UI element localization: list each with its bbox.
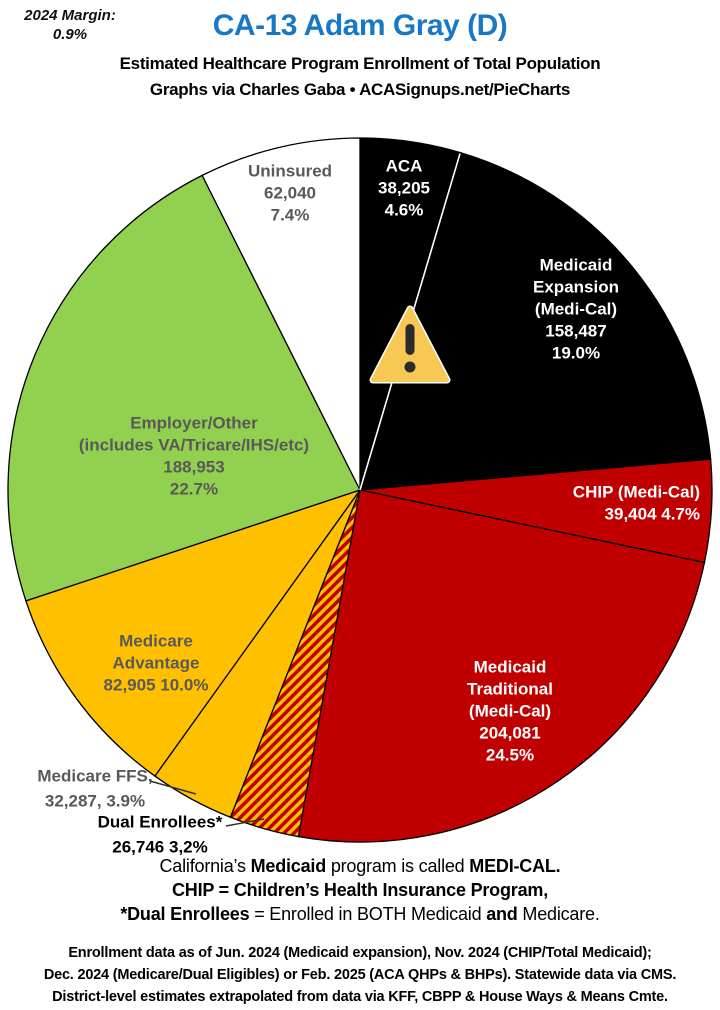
pie-chart-svg: ACA 38,205 4.6% Medicaid Expansion (Medi-Cal)… [7, 137, 713, 857]
slice-label-medicaid-expansion: Expansion [533, 278, 619, 297]
footer-line: District-level estimates extrapolated fr… [52, 989, 668, 1005]
slice-label-aca: ACA [386, 157, 423, 176]
warning-exclamation-dot [404, 361, 416, 373]
footer-text: Enrollment data as of Jun. 2024 (Medicai… [0, 942, 720, 1008]
pie-slice-medicaid-expansion [359, 151, 712, 491]
slice-label-medicaid-traditional: Medicaid [474, 658, 547, 677]
warning-exclamation-bar [405, 324, 415, 355]
slice-label-medicaid-traditional: (Medi-Cal) [469, 702, 551, 721]
pie-slice-medicaid-traditional [297, 489, 706, 843]
slice-label-chip: 39,404 4.7% [605, 505, 700, 524]
slice-label-employer-other: (includes VA/Tricare/IHS/etc) [79, 436, 309, 455]
slice-label-medicaid-traditional: Traditional [467, 680, 553, 699]
pie-slice-employer-other [7, 174, 361, 602]
enrollment-pie-chart: ACA 38,205 4.6% Medicaid Expansion (Medi-Cal)… [0, 110, 720, 870]
slice-label-dual-enrollees: 26,746 3,2% [112, 838, 207, 857]
slice-labels: ACA 38,205 4.6% Medicaid Expansion (Medi-Cal)… [37, 157, 700, 857]
slice-label-medicaid-expansion: 158,487 [545, 322, 606, 341]
leader-line-dual-enrollees [225, 818, 265, 827]
slice-label-medicare-advantage: Medicare [119, 632, 193, 651]
chart-subtitle: Estimated Healthcare Program Enrollment … [119, 54, 601, 73]
pie-slice-medicare-advantage [25, 488, 362, 777]
slice-label-medicare-advantage: Advantage [113, 654, 200, 673]
credit-line: Graphs via Charles Gaba • ACASignups.net… [149, 80, 571, 99]
slice-label-aca: 38,205 [378, 179, 430, 198]
slice-label-medicare-ffs: Medicare FFS, [37, 767, 152, 786]
slice-label-employer-other: 22.7% [170, 480, 218, 499]
margin-value: 0.9% [52, 26, 88, 43]
slice-label-medicare-advantage: 82,905 10.0% [104, 676, 209, 695]
page-title: CA-13 Adam Gray (D) [212, 9, 508, 42]
pie-slices [7, 137, 713, 843]
slice-label-employer-other: Employer/Other [130, 414, 258, 433]
slice-label-employer-other: 188,953 [163, 458, 224, 477]
slice-label-uninsured: 62,040 [264, 184, 316, 203]
leader-line-medicare-ffs [149, 780, 197, 795]
margin-label: 2024 Margin: [24, 7, 116, 24]
slice-label-medicaid-expansion: 19.0% [552, 344, 600, 363]
slice-label-dual-enrollees: Dual Enrollees* [98, 813, 223, 832]
slice-label-medicaid-expansion: Medicaid [540, 256, 613, 275]
slice-label-chip: CHIP (Medi-Cal) [573, 483, 700, 502]
note-line: *Dual Enrollees = Enrolled in BOTH Medic… [120, 904, 600, 924]
slice-label-aca: 4.6% [385, 201, 424, 220]
slice-label-uninsured: 7.4% [271, 206, 310, 225]
slice-label-uninsured: Uninsured [248, 162, 332, 181]
margin-badge: 2024 Margin: 0.9% [6, 6, 134, 44]
notes-block: California’s Medicaid program is called … [0, 854, 720, 926]
footer-line: Enrollment data as of Jun. 2024 (Medicai… [68, 945, 652, 961]
note-line: California’s Medicaid program is called … [159, 856, 561, 876]
note-line: CHIP = Children’s Health Insurance Progr… [171, 880, 548, 900]
warning-triangle-icon [369, 305, 451, 384]
slice-label-medicaid-expansion: (Medi-Cal) [535, 300, 617, 319]
slice-label-medicare-ffs: 32,287, 3.9% [45, 792, 145, 811]
slice-label-medicaid-traditional: 24.5% [486, 746, 534, 765]
pie-slice-uninsured [201, 137, 361, 491]
slice-label-medicaid-traditional: 204,081 [479, 724, 540, 743]
footer-line: Dec. 2024 (Medicare/Dual Eligibles) or F… [43, 967, 677, 983]
